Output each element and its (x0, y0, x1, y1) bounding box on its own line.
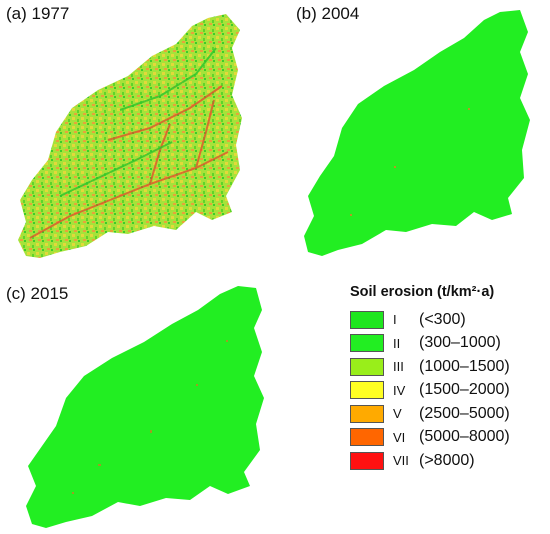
legend-class-range: (300–1000) (419, 334, 501, 352)
legend-class-numeral: VII (393, 453, 409, 469)
legend-class-numeral: VI (393, 429, 406, 445)
legend-swatch (350, 334, 384, 353)
legend-item: IV (1500–2000) (350, 379, 545, 403)
legend-swatch (350, 428, 384, 447)
legend-class-range: (5000–8000) (419, 428, 510, 446)
legend-item: VI (5000–8000) (350, 426, 545, 450)
erosion-map-2004 (304, 10, 530, 256)
legend-item: I (<300) (350, 308, 545, 332)
panel-label-2004: (b) 2004 (296, 4, 360, 23)
legend-swatch (350, 381, 384, 400)
legend-class-range: (>8000) (419, 451, 475, 469)
erosion-map-2015 (26, 286, 264, 528)
erosion-map-1977 (18, 14, 242, 258)
watershed-1977 (18, 14, 242, 258)
legend-class-numeral: V (393, 406, 402, 422)
legend-title: Soil erosion (t/km²·a) (350, 284, 495, 300)
legend-item: II (300–1000) (350, 332, 545, 356)
legend-swatch (350, 451, 384, 470)
legend-class-numeral: III (393, 359, 404, 375)
watershed-2015 (26, 286, 264, 528)
watershed-2004 (304, 10, 530, 256)
legend-swatch (350, 357, 384, 376)
panel-label-1977: (a) 1977 (6, 4, 70, 23)
legend-item: VII (>8000) (350, 449, 545, 473)
legend-class-range: (<300) (419, 310, 466, 328)
legend: Soil erosion (t/km²·a) I (<300) II (300–100… (350, 284, 545, 473)
legend-class-range: (2500–5000) (419, 404, 510, 422)
legend-class-numeral: I (393, 312, 397, 328)
legend-item: III (1000–1500) (350, 355, 545, 379)
legend-class-numeral: IV (393, 382, 406, 398)
legend-swatch (350, 404, 384, 423)
legend-class-range: (1500–2000) (419, 381, 510, 399)
legend-item: V (2500–5000) (350, 402, 545, 426)
legend-class-range: (1000–1500) (419, 357, 510, 375)
legend-swatch (350, 310, 384, 329)
panel-label-2015: (c) 2015 (6, 284, 69, 303)
legend-class-numeral: II (393, 335, 401, 351)
